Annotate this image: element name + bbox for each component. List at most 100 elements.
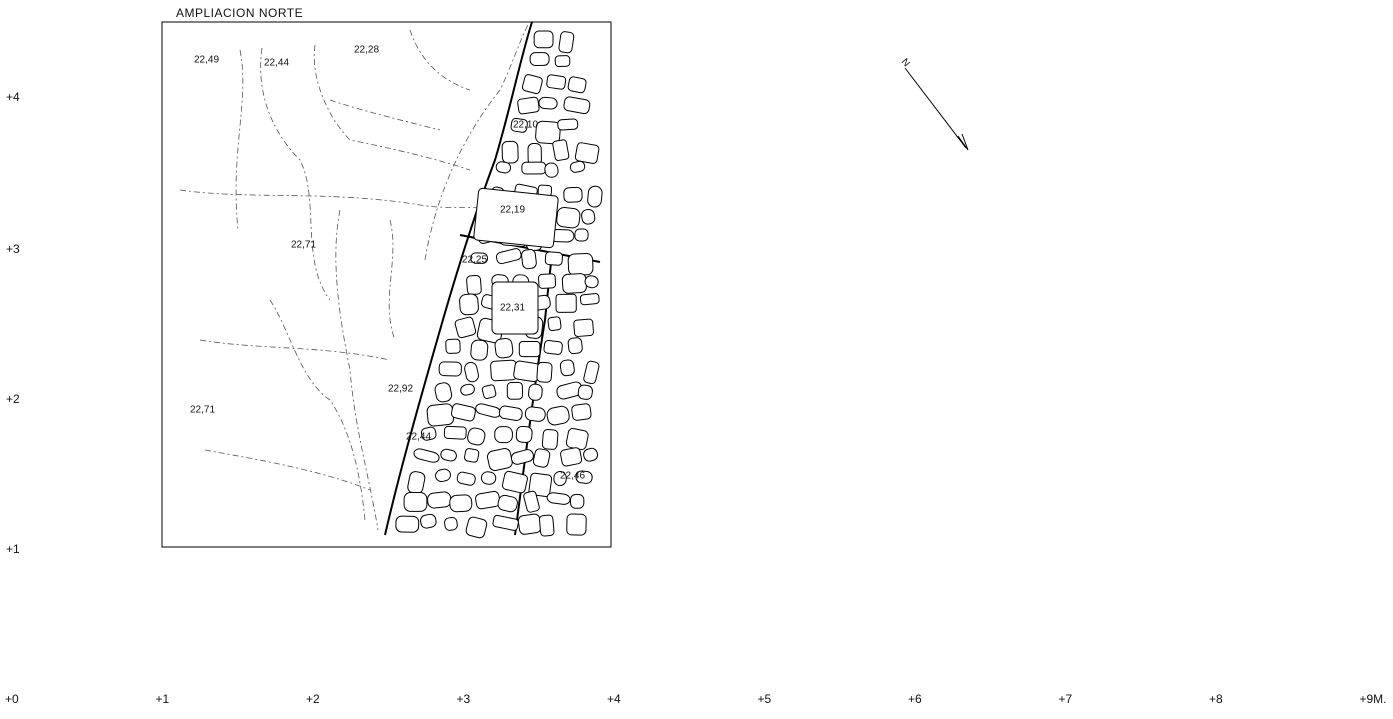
stone xyxy=(513,360,541,383)
stone xyxy=(449,494,473,513)
x-grid-label: +5 xyxy=(758,692,772,706)
stone xyxy=(403,492,428,512)
stone xyxy=(533,30,554,49)
stone xyxy=(443,425,467,440)
y-grid-label: +1 xyxy=(6,542,20,556)
stone xyxy=(571,403,592,421)
elevation-label: 22,71 xyxy=(291,240,316,251)
stone xyxy=(434,382,453,403)
stone xyxy=(567,252,594,276)
elevation-label: 22,46 xyxy=(560,471,585,482)
elevation-label: 22,44 xyxy=(264,58,289,69)
y-grid-label: +4 xyxy=(6,90,20,104)
stone xyxy=(566,513,587,536)
stone xyxy=(395,515,420,533)
stone xyxy=(438,361,462,377)
stone xyxy=(524,406,546,422)
stone xyxy=(466,274,482,296)
stone xyxy=(579,293,600,306)
elevation-label: 22,44 xyxy=(406,432,431,443)
arrow-head xyxy=(957,133,969,151)
elevation-label: 22,92 xyxy=(388,384,413,395)
stone xyxy=(420,426,437,441)
x-grid-label: +2 xyxy=(306,692,320,706)
north-arrow: N xyxy=(899,57,969,151)
stone xyxy=(587,185,603,208)
stone xyxy=(464,448,480,463)
stone xyxy=(544,162,559,178)
stone xyxy=(495,161,512,174)
stone xyxy=(473,187,559,249)
stone xyxy=(501,470,528,494)
x-grid-label: +0 xyxy=(5,692,19,706)
y-grid-label: +3 xyxy=(6,242,20,256)
x-grid-label: +1 xyxy=(156,692,170,706)
stone xyxy=(413,448,440,463)
stone xyxy=(555,293,577,313)
stone xyxy=(521,249,537,270)
stone xyxy=(480,471,497,485)
stone xyxy=(557,118,579,131)
stone xyxy=(546,74,567,90)
elevation-label: 22,31 xyxy=(500,303,525,314)
stone xyxy=(498,405,523,421)
stone xyxy=(569,493,585,509)
stone xyxy=(506,381,524,400)
stone xyxy=(573,318,594,337)
elevation-label: 22,19 xyxy=(500,205,525,216)
stone xyxy=(543,340,563,355)
stones xyxy=(395,30,603,539)
stone xyxy=(465,516,488,539)
stone xyxy=(495,248,522,265)
stone xyxy=(544,251,563,266)
stone xyxy=(575,470,593,484)
stone xyxy=(563,186,583,203)
stone xyxy=(556,206,581,229)
stone xyxy=(444,516,458,531)
stone xyxy=(560,447,583,467)
stone xyxy=(459,293,479,316)
stone xyxy=(494,337,514,359)
stone xyxy=(554,55,571,67)
stone xyxy=(464,361,479,383)
stone xyxy=(574,228,589,242)
elevation-label: 22,71 xyxy=(190,405,215,416)
stone xyxy=(450,403,476,422)
stone xyxy=(529,52,550,66)
stone xyxy=(521,74,543,95)
stone xyxy=(561,273,587,294)
x-grid-label: +7 xyxy=(1059,692,1073,706)
stone xyxy=(574,142,600,164)
stone xyxy=(491,281,539,335)
stone xyxy=(460,383,475,396)
stone xyxy=(427,491,452,509)
stone xyxy=(494,426,513,444)
y-grid-label: +2 xyxy=(6,392,20,406)
stone xyxy=(547,316,562,332)
stone xyxy=(454,316,477,339)
stone xyxy=(558,31,575,54)
stone xyxy=(565,428,589,451)
stone xyxy=(470,252,488,264)
stone xyxy=(501,140,519,164)
stone xyxy=(497,494,518,513)
stone xyxy=(523,490,540,513)
plan-title: AMPLIACION NORTE xyxy=(176,6,303,20)
elevation-label: 22,25 xyxy=(462,255,487,266)
stone xyxy=(536,361,553,383)
x-grid-label: +4 xyxy=(607,692,621,706)
stone xyxy=(490,359,518,382)
stone xyxy=(510,117,528,133)
stone xyxy=(435,468,451,482)
stone xyxy=(541,428,559,450)
stone xyxy=(567,76,587,94)
stone xyxy=(510,449,534,465)
terrain-sketch xyxy=(179,24,529,531)
stone xyxy=(577,384,593,400)
stone xyxy=(538,273,557,289)
stone xyxy=(559,359,575,377)
stone xyxy=(492,514,519,531)
arrow-shaft xyxy=(904,67,967,149)
